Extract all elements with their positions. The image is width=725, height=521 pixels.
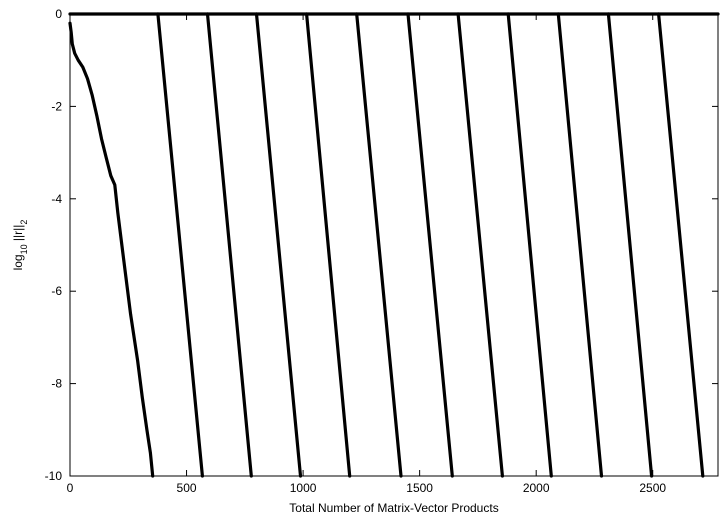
y-tick-label: -4 — [51, 192, 62, 206]
y-tick-label: -10 — [45, 469, 63, 483]
series-line-5 — [305, 12, 352, 478]
series-line-12 — [656, 12, 705, 478]
series-line-6 — [355, 12, 403, 478]
y-axis-label-sub: 10 — [19, 244, 29, 254]
series-line-0 — [68, 21, 155, 478]
y-axis-label-mid: ||r|| — [11, 225, 25, 245]
x-tick-label: 2000 — [523, 481, 550, 495]
x-tick-label: 1000 — [290, 481, 317, 495]
y-tick-label: 0 — [55, 7, 62, 21]
x-axis-label: Total Number of Matrix-Vector Products — [289, 501, 498, 515]
series-line-4 — [254, 12, 303, 478]
y-tick-label: -8 — [51, 377, 62, 391]
series-group — [68, 12, 720, 478]
y-axis-label-sub2: 2 — [19, 220, 29, 225]
x-tick-label: 2500 — [639, 481, 666, 495]
y-axis-label: log10 ||r||2 — [11, 220, 29, 271]
x-tick-label: 500 — [177, 481, 197, 495]
y-tick-label: -6 — [51, 284, 62, 298]
series-line-3 — [205, 12, 253, 478]
series-line-2 — [156, 12, 204, 478]
y-axis-label-base: log — [11, 254, 25, 270]
series-line-10 — [556, 12, 604, 478]
plot-frame — [69, 13, 719, 477]
x-tick-label: 0 — [67, 481, 74, 495]
y-tick-label: -2 — [51, 99, 62, 113]
series-line-8 — [456, 12, 504, 478]
x-tick-label: 1500 — [406, 481, 433, 495]
series-line-9 — [506, 12, 553, 478]
series-line-7 — [406, 12, 454, 478]
series-line-11 — [606, 12, 654, 478]
tick-labels: 0 500 1000 1500 2000 2500 0 -2 -4 -6 -8 -10 — [45, 7, 667, 495]
